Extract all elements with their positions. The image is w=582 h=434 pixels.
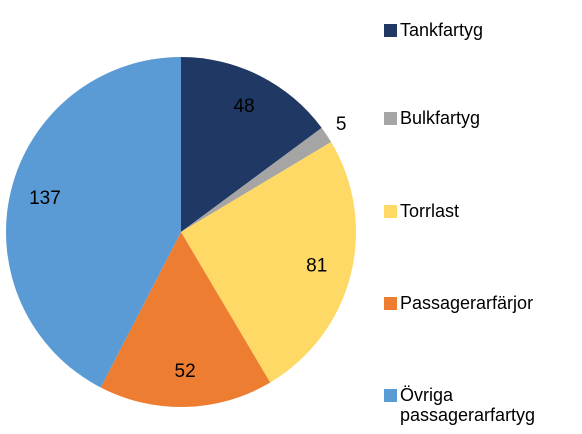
legend-item: Bulkfartyg (384, 108, 580, 128)
legend-swatch (384, 112, 397, 125)
legend-item: Torrlast (384, 201, 580, 221)
legend-swatch (384, 297, 397, 310)
legend-swatch (384, 24, 397, 37)
legend-item: Övriga passagerarfartyg (384, 385, 580, 425)
data-label: 5 (336, 114, 347, 135)
legend-swatch (384, 205, 397, 218)
legend-item: Passagerarfärjor (384, 293, 580, 313)
data-label: 48 (233, 96, 254, 117)
data-label: 137 (29, 188, 61, 209)
legend-label: Torrlast (400, 201, 460, 221)
legend-swatch (384, 389, 397, 402)
pie-slice (181, 127, 332, 232)
legend-label: Passagerarfärjor (400, 293, 534, 313)
legend-item: Tankfartyg (384, 20, 580, 40)
pie-slice (100, 232, 271, 407)
legend-label: Bulkfartyg (400, 108, 481, 128)
pie-slice (6, 57, 181, 388)
pie-slice (181, 142, 356, 383)
pie-slice (181, 57, 322, 232)
legend-label: Tankfartyg (400, 20, 484, 40)
data-label: 81 (306, 255, 327, 276)
legend-label: Övriga passagerarfartyg (400, 385, 536, 425)
data-label: 52 (175, 361, 196, 382)
pie-area: 48 5 81 52 137 (6, 57, 356, 407)
